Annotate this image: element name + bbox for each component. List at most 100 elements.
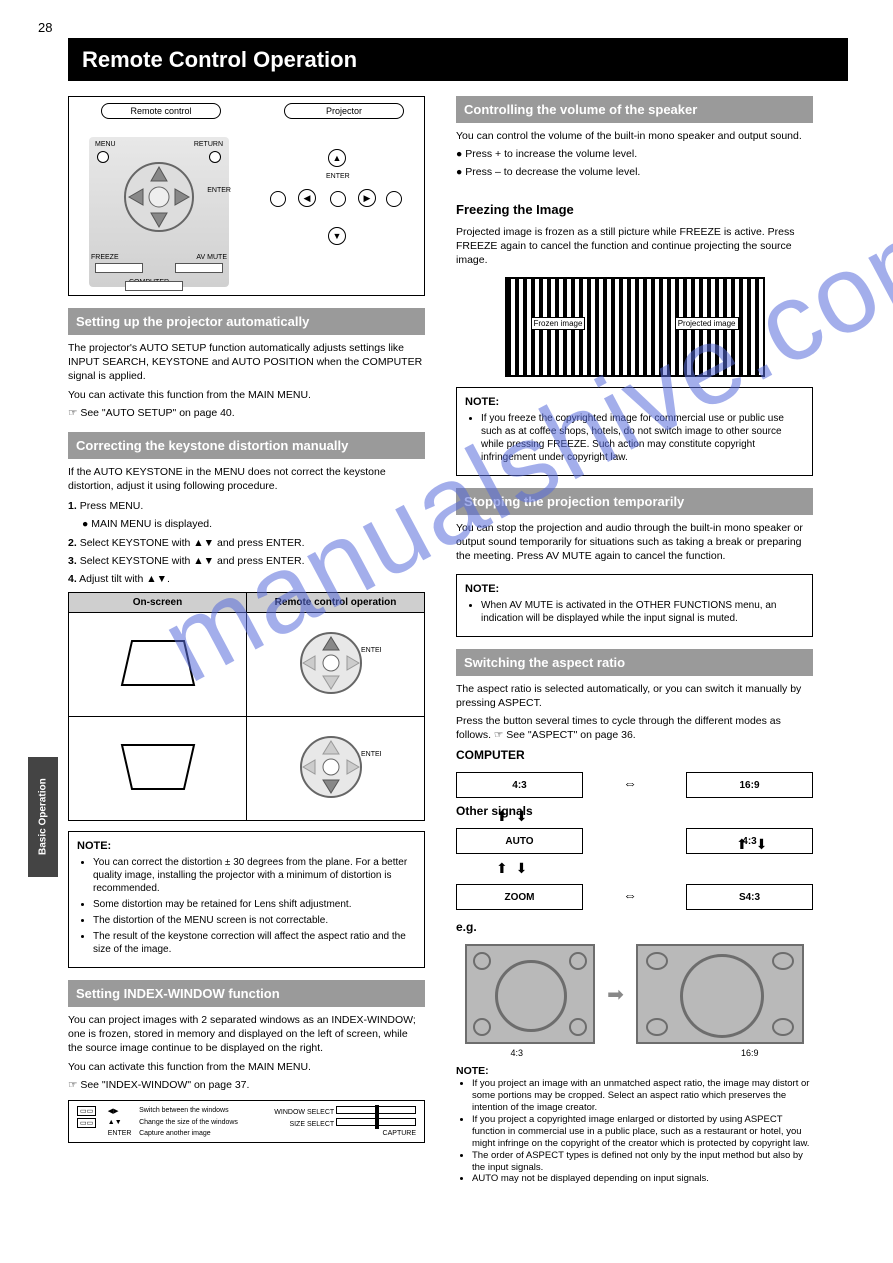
index-window-header: Setting INDEX-WINDOW function — [68, 980, 425, 1007]
keystone-table: On-screen Remote control operation ENTER — [68, 592, 425, 821]
avmute-button[interactable] — [175, 263, 223, 273]
avmute-header: Stopping the projection temporarily — [456, 488, 813, 515]
keystone-steps: 1. Press MENU. ● MAIN MENU is displayed.… — [68, 499, 425, 586]
projected-image-label: Projected image — [675, 317, 739, 330]
freeze-button[interactable] — [95, 263, 143, 273]
keystone-step1-n: 1. — [68, 500, 77, 512]
keystone-note-title: NOTE: — [77, 840, 416, 852]
page-title-bar: Remote Control Operation — [68, 38, 848, 81]
keystone-th-onscreen: On-screen — [69, 593, 247, 613]
avmute-note-title: NOTE: — [465, 583, 804, 595]
slider-1[interactable] — [336, 1106, 416, 1114]
proj-right-button[interactable]: ▶ — [358, 189, 376, 207]
computer-heading: COMPUTER — [456, 748, 813, 762]
keystone-step3-t: Select KEYSTONE with ▲▼ and press ENTER. — [80, 555, 305, 567]
svg-text:ENTER: ENTER — [361, 751, 381, 758]
keystone-trap1 — [69, 613, 247, 717]
proj-left-button[interactable]: ◀ — [298, 189, 316, 207]
index-row-2: ▭▭ ▲▼ Change the size of the windows SIZ… — [75, 1117, 418, 1129]
proj-enter-button[interactable] — [330, 191, 346, 207]
auto-setup-body: The projector's AUTO SETUP function auto… — [68, 341, 425, 420]
window-icons-2: ▭▭ — [77, 1118, 96, 1128]
index-row-1-setting: WINDOW SELECT — [274, 1109, 334, 1116]
avmute-p1: You can stop the projection and audio th… — [456, 521, 813, 564]
aspect-4-3-box — [465, 944, 595, 1044]
remote-control-label: Remote control — [101, 103, 221, 119]
aspect-mode-grid: 4:3 16:9 ⇔ Other signals ⬆ ⬇ AUTO 4:3 ⬆ … — [456, 772, 813, 932]
mode-16-9: 16:9 — [686, 772, 813, 798]
keystone-note-2: Some distortion may be retained for Lens… — [93, 898, 416, 911]
double-arrow-v2: ⬆ ⬇ — [496, 860, 529, 877]
svg-text:ENTER: ENTER — [361, 647, 381, 654]
mode-zoom: ZOOM — [456, 884, 583, 910]
index-row-1: ▭▭ ◀▶ Switch between the windows WINDOW … — [75, 1105, 418, 1117]
menu-label: MENU — [95, 141, 116, 148]
proj-up-button[interactable]: ▲ — [328, 149, 346, 167]
index-row-3-label: Capture another image — [137, 1129, 253, 1138]
proj-down-button[interactable]: ▼ — [328, 227, 346, 245]
volume-body: You can control the volume of the built-… — [456, 129, 813, 180]
page-title: Remote Control Operation — [82, 47, 357, 73]
return-button[interactable] — [209, 151, 221, 163]
index-window-p3: ☞ See "INDEX-WINDOW" on page 37. — [68, 1078, 425, 1092]
index-row-1-btn: ◀▶ — [106, 1105, 137, 1117]
double-arrow-1: ⇔ — [606, 775, 654, 791]
avmute-body: You can stop the projection and audio th… — [456, 521, 813, 564]
aspect-note-block: NOTE: If you project an image with an un… — [456, 1064, 813, 1185]
keystone-intro: If the AUTO KEYSTONE in the MENU does no… — [68, 465, 425, 493]
index-row-3: ENTER Capture another image CAPTURE — [75, 1129, 418, 1138]
menu-button[interactable] — [97, 151, 109, 163]
remote-control-pad: MENU RETURN ENTER FREEZE AV MUTE COMPUTE… — [89, 137, 229, 287]
auto-setup-p1: The projector's AUTO SETUP function auto… — [68, 341, 425, 384]
index-window-table: ▭▭ ◀▶ Switch between the windows WINDOW … — [68, 1100, 425, 1143]
proj-extra-left-button[interactable] — [270, 191, 286, 207]
aspect-intro-p2: Press the button several times to cycle … — [456, 714, 813, 742]
index-row-2-label: Change the size of the windows — [137, 1117, 253, 1129]
keystone-step2-n: 2. — [68, 537, 77, 549]
keystone-header: Correcting the keystone distortion manua… — [68, 432, 425, 459]
freeze-diagram: Frozen image Projected image — [505, 277, 765, 377]
index-row-3-btn: ENTER — [106, 1129, 137, 1138]
index-row-2-btn: ▲▼ — [106, 1117, 137, 1129]
double-arrow-v1: ⬆ ⬇ — [496, 808, 529, 825]
aspect-4-3-mode-label: 4:3 — [510, 1048, 523, 1058]
index-row-2-setting: SIZE SELECT — [289, 1121, 334, 1128]
avmute-note-item: When AV MUTE is activated in the OTHER F… — [481, 599, 804, 625]
keystone-step2-t: Select KEYSTONE with ▲▼ and press ENTER. — [80, 537, 305, 549]
window-icons-1: ▭▭ — [77, 1106, 96, 1116]
arrow-right-icon: ➡ — [607, 982, 624, 1007]
remote-dpad[interactable] — [123, 161, 195, 233]
projector-label: Projector — [284, 103, 404, 119]
auto-setup-p2: You can activate this function from the … — [68, 388, 425, 402]
aspect-16-9-mode-label: 16:9 — [741, 1048, 759, 1058]
double-arrow-2: ⇔ — [606, 887, 654, 903]
avmute-label: AV MUTE — [196, 254, 227, 261]
freeze-note: NOTE: If you freeze the copyrighted imag… — [456, 387, 813, 476]
avmute-note: NOTE: When AV MUTE is activated in the O… — [456, 574, 813, 637]
computer-button[interactable] — [125, 281, 183, 291]
keystone-note: NOTE: You can correct the distortion ± 3… — [68, 831, 425, 968]
device-diagram: Remote control Projector MENU RETURN ENT… — [68, 96, 425, 296]
aspect-intro: The aspect ratio is selected automatical… — [456, 682, 813, 743]
keystone-step3-n: 3. — [68, 555, 77, 567]
keystone-note-4: The result of the keystone correction wi… — [93, 930, 416, 956]
sidebar-tab: Basic Operation — [28, 757, 58, 877]
index-window-p1: You can project images with 2 separated … — [68, 1013, 425, 1056]
keystone-note-3: The distortion of the MENU screen is not… — [93, 914, 416, 927]
proj-extra-right-button[interactable] — [386, 191, 402, 207]
enter-label-remote: ENTER — [207, 187, 231, 194]
freeze-p1: Projected image is frozen as a still pic… — [456, 225, 813, 268]
aspect-note-2: If you project a copyrighted image enlar… — [472, 1114, 813, 1150]
projector-pad: ENTER ▲ ▼ ◀ ▶ — [264, 147, 414, 257]
volume-header: Controlling the volume of the speaker — [456, 96, 813, 123]
freeze-header: Freezing the Image — [456, 192, 813, 219]
slider-2[interactable] — [336, 1118, 416, 1126]
volume-p1: You can control the volume of the built-… — [456, 129, 813, 143]
aspect-intro-p1: The aspect ratio is selected automatical… — [456, 682, 813, 710]
mode-auto: AUTO — [456, 828, 583, 854]
keystone-note-1: You can correct the distortion ± 30 degr… — [93, 856, 416, 895]
keystone-step4-t: Adjust tilt with ▲▼. — [79, 573, 170, 585]
page-number: 28 — [38, 20, 52, 35]
aspect-note-4: AUTO may not be displayed depending on i… — [472, 1173, 813, 1185]
aspect-note-3: The order of ASPECT types is defined not… — [472, 1150, 813, 1174]
